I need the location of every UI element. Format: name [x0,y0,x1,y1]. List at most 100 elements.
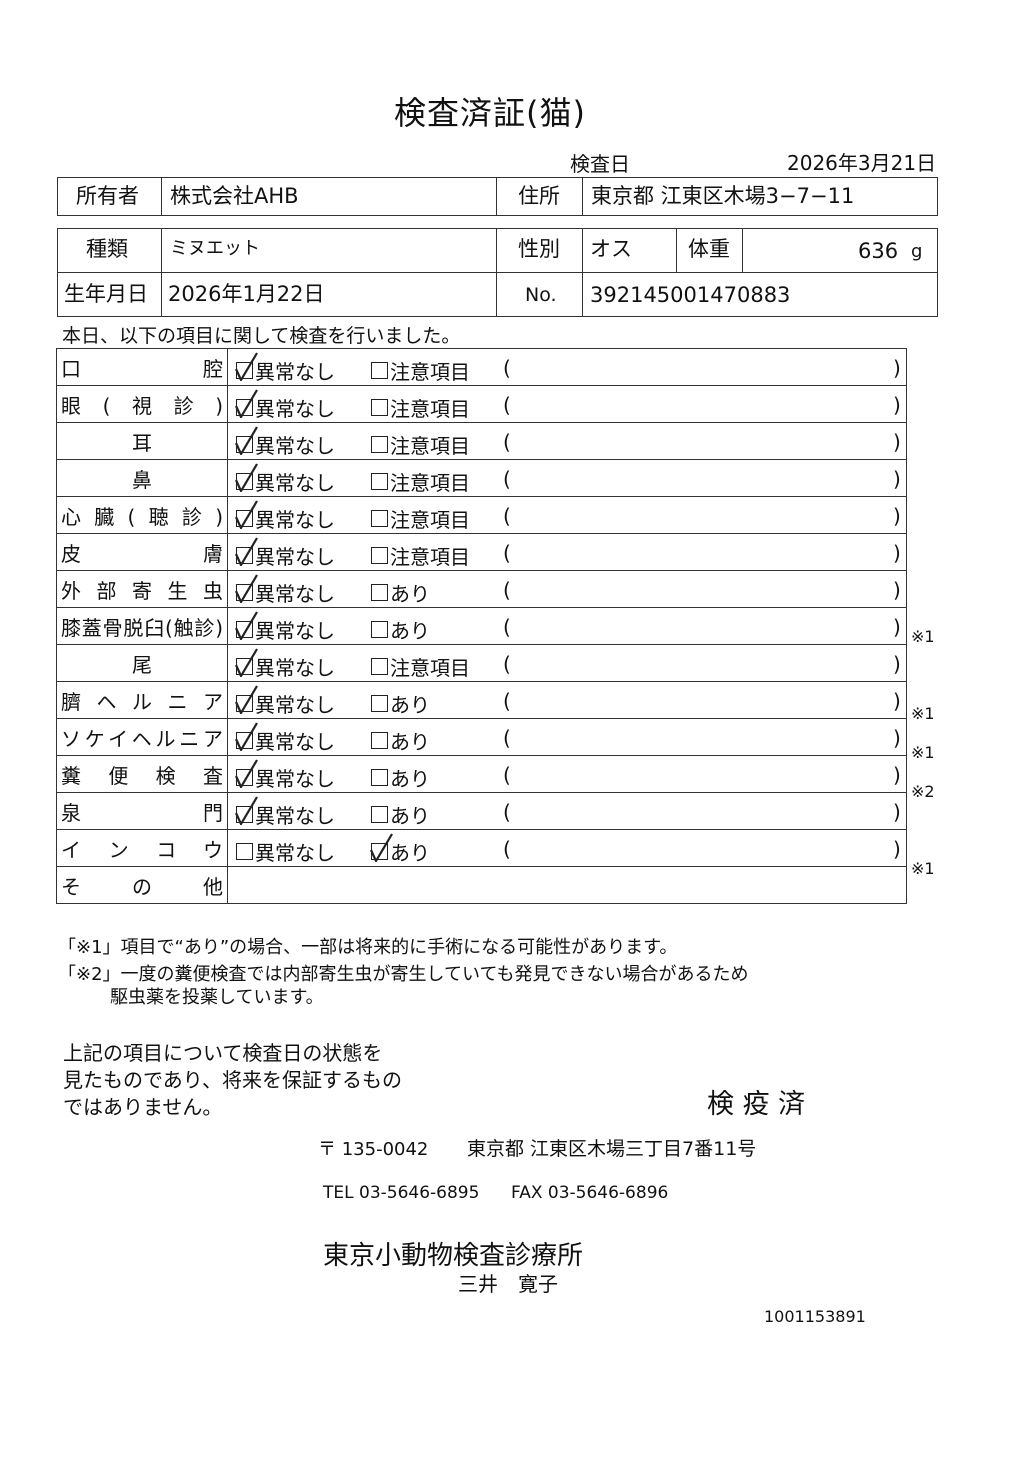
option-attention[interactable]: あり [371,689,430,718]
option-normal[interactable]: 異常なし [235,648,335,681]
disclaimer-line: 見たものであり、将来を保証するもの [63,1068,402,1092]
table-row: 口腔 異常なし 注意項目 ( ) [56,348,907,386]
checkbox-attention[interactable] [371,547,388,564]
option-attention[interactable]: 注意項目 [371,356,470,385]
remark-open-paren: ( [503,430,511,454]
checkbox-normal[interactable] [235,796,258,825]
checkbox-normal[interactable] [235,685,258,714]
option-label: あり [390,841,430,865]
option-attention[interactable]: 注意項目 [371,467,470,496]
checkbox-normal[interactable] [235,352,258,381]
remark-close-paren: ) [893,467,901,491]
checkbox-normal[interactable] [235,463,258,492]
remark-close-paren: ) [893,578,901,602]
checkbox-attention[interactable] [371,695,388,712]
option-normal[interactable]: 異常なし [235,463,335,496]
checkbox-attention[interactable] [371,362,388,379]
checkbox-normal[interactable] [235,574,258,603]
option-attention[interactable]: 注意項目 [371,541,470,570]
option-attention[interactable]: あり [370,833,430,866]
option-attention[interactable]: 注意項目 [371,430,470,459]
footnote-1: 「※1」項目で“あり”の場合、一部は将来的に手術になる可能性があります。 [58,937,678,958]
remark-close-paren: ) [893,393,901,417]
option-attention[interactable]: あり [371,763,430,792]
option-label: 異常なし [255,619,335,643]
item-note: ※1 [911,627,935,647]
checkbox-attention[interactable] [371,658,388,675]
option-label: 注意項目 [390,656,470,680]
remark-close-paren: ) [893,541,901,565]
option-normal[interactable]: 異常なし [235,722,335,755]
quarantine-stamp: 検 疫 済 [707,1089,806,1120]
checkbox-normal[interactable] [235,648,258,677]
checkbox-normal[interactable] [235,722,258,751]
checkbox-attention[interactable] [371,769,388,786]
checkbox-normal[interactable] [235,426,258,455]
item-options: 異常なし あり ( ) [227,570,907,608]
remark-open-paren: ( [503,356,511,380]
option-attention[interactable]: 注意項目 [371,393,470,422]
remark-close-paren: ) [893,689,901,713]
option-label: 異常なし [255,508,335,532]
option-attention[interactable]: あり [371,578,430,607]
option-normal[interactable]: 異常なし [235,537,335,570]
option-normal[interactable]: 異常なし [235,685,335,718]
clinic-address: 東京都 江東区木場三丁目7番11号 [467,1138,757,1160]
checkbox-attention[interactable] [371,806,388,823]
option-normal[interactable]: 異常なし [235,796,335,829]
option-normal[interactable]: 異常なし [236,837,335,866]
item-label: 外部寄生虫 [61,578,223,603]
checkbox-normal[interactable] [235,611,258,640]
table-row: インコウ 異常なし あり ( ) [56,829,907,867]
weight-label: 体重 [688,237,730,261]
option-attention[interactable]: 注意項目 [371,504,470,533]
item-label-cell: 鼻 [56,459,228,497]
checkbox-attention[interactable] [371,510,388,527]
checkbox-attention[interactable] [371,399,388,416]
option-label: 異常なし [255,582,335,606]
item-label-cell: 尾 [56,644,228,682]
option-normal[interactable]: 異常なし [235,352,335,385]
option-normal[interactable]: 異常なし [235,389,335,422]
item-options: 異常なし 注意項目 ( ) [227,348,907,386]
option-normal[interactable]: 異常なし [235,611,335,644]
checkbox-attention[interactable] [371,473,388,490]
option-attention[interactable]: あり [371,615,430,644]
checkbox-attention[interactable] [371,436,388,453]
remark-open-paren: ( [503,800,511,824]
checkbox-attention[interactable] [371,584,388,601]
option-normal[interactable]: 異常なし [235,426,335,459]
item-label: 耳 [132,430,152,455]
checkbox-normal[interactable] [235,389,258,418]
checkmark-icon [235,463,258,492]
table-row: 外部寄生虫 異常なし あり ( ) [56,570,907,608]
item-label: 心臓(聴診) [61,504,223,529]
checkbox-attention[interactable] [371,732,388,749]
option-normal[interactable]: 異常なし [235,759,335,792]
remark-open-paren: ( [503,504,511,528]
checkbox-normal[interactable] [235,537,258,566]
option-normal[interactable]: 異常なし [235,500,335,533]
remark-close-paren: ) [893,615,901,639]
checkbox-normal[interactable] [236,843,253,860]
checkbox-attention[interactable] [371,621,388,638]
option-attention[interactable]: あり [371,726,430,755]
option-attention[interactable]: あり [371,800,430,829]
option-attention[interactable]: 注意項目 [371,652,470,681]
table-row: 皮膚 異常なし 注意項目 ( ) [56,533,907,571]
checkmark-icon [235,759,258,788]
owner-box: 所有者 株式会社AHB 住所 東京都 江東区木場3−7−11 [57,177,938,216]
checkbox-normal[interactable] [235,759,258,788]
checkmark-icon [235,722,258,751]
checkmark-icon [235,574,258,603]
option-label: 異常なし [255,397,335,421]
item-label-cell: 皮膚 [56,533,228,571]
inspection-table: 口腔 異常なし 注意項目 ( ) 眼(視診) 異常なし 注意項目 ( ) 耳 異… [56,348,907,904]
option-label: 異常なし [255,693,335,717]
birthdate-label: 生年月日 [64,282,148,306]
document-id: 1001153891 [764,1307,866,1326]
item-options: 異常なし あり ( ) [227,829,907,867]
checkbox-normal[interactable] [235,500,258,529]
option-normal[interactable]: 異常なし [235,574,335,607]
checkbox-attention[interactable] [370,833,393,862]
